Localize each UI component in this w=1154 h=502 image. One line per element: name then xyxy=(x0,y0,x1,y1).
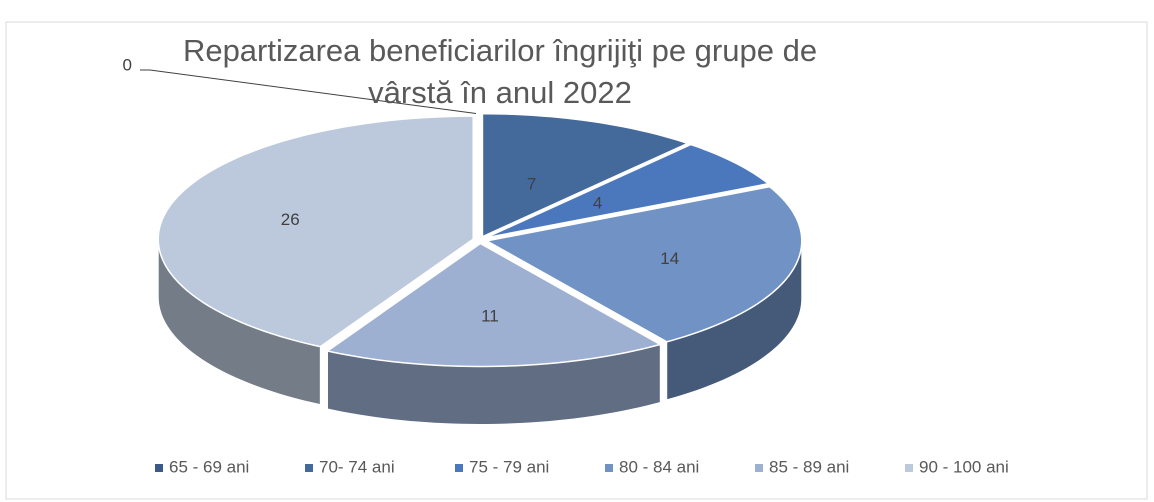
data-label: 26 xyxy=(281,210,300,229)
chart-title: Repartizarea beneficiarilor îngrijiţi pe… xyxy=(182,33,818,110)
legend-label: 80 - 84 ani xyxy=(619,457,699,476)
legend-label: 65 - 69 ani xyxy=(169,457,249,476)
legend-label: 90 - 100 ani xyxy=(919,457,1009,476)
data-label: 0 xyxy=(123,55,132,74)
legend-label: 75 - 79 ani xyxy=(469,457,549,476)
data-label: 14 xyxy=(660,249,679,268)
slice xyxy=(481,112,690,238)
legend-swatch xyxy=(755,464,763,472)
chart-border xyxy=(5,21,1148,500)
legend-swatch xyxy=(305,464,313,472)
slice xyxy=(157,115,474,348)
data-label: 4 xyxy=(593,193,602,212)
legend-label: 85 - 89 ani xyxy=(769,457,849,476)
slice xyxy=(485,143,771,239)
leader-line xyxy=(140,69,477,114)
legend-label: 70- 74 ani xyxy=(319,457,395,476)
legend-swatch xyxy=(155,464,163,472)
data-label: 7 xyxy=(527,174,536,193)
slice xyxy=(484,185,803,343)
legend-swatch xyxy=(605,464,613,472)
data-label: 11 xyxy=(481,307,499,326)
legend-swatch xyxy=(455,464,463,472)
legend-swatch xyxy=(905,464,913,472)
slice xyxy=(325,242,663,368)
